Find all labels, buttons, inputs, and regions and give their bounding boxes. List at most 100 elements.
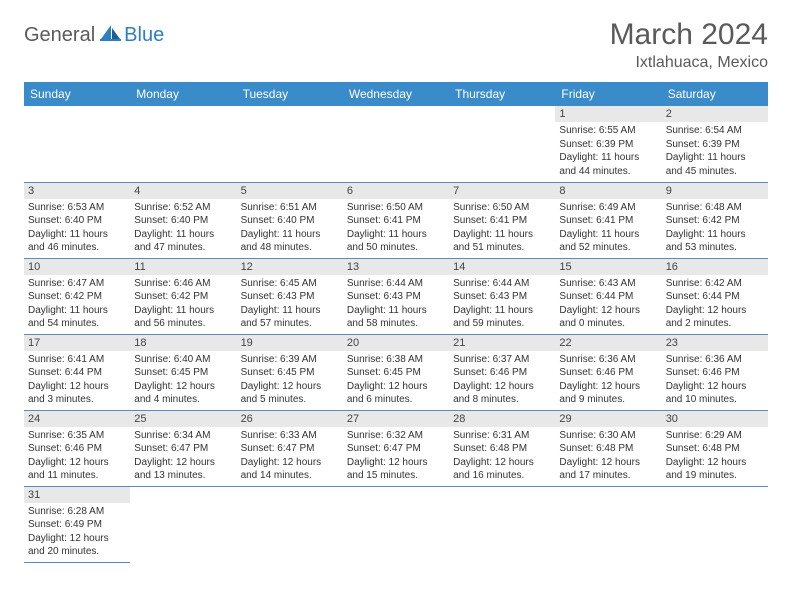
daylight-text: Daylight: 11 hours and 47 minutes. (134, 228, 232, 255)
day-details: Sunrise: 6:51 AMSunset: 6:40 PMDaylight:… (237, 199, 343, 257)
day-number: 16 (662, 259, 768, 275)
weekday-header-row: SundayMondayTuesdayWednesdayThursdayFrid… (24, 82, 768, 106)
sunset-text: Sunset: 6:42 PM (28, 290, 126, 304)
sunset-text: Sunset: 6:49 PM (28, 518, 126, 532)
weekday-header: Tuesday (237, 82, 343, 106)
logo-sail-icon (100, 24, 122, 47)
calendar-day-cell: 6Sunrise: 6:50 AMSunset: 6:41 PMDaylight… (343, 182, 449, 258)
calendar-day-cell (449, 106, 555, 182)
day-details: Sunrise: 6:44 AMSunset: 6:43 PMDaylight:… (343, 275, 449, 333)
day-details: Sunrise: 6:29 AMSunset: 6:48 PMDaylight:… (662, 427, 768, 485)
day-details: Sunrise: 6:44 AMSunset: 6:43 PMDaylight:… (449, 275, 555, 333)
day-number: 13 (343, 259, 449, 275)
calendar-day-cell (237, 486, 343, 562)
daylight-text: Daylight: 12 hours and 20 minutes. (28, 532, 126, 559)
daylight-text: Daylight: 11 hours and 51 minutes. (453, 228, 551, 255)
day-number: 3 (24, 183, 130, 199)
day-details: Sunrise: 6:32 AMSunset: 6:47 PMDaylight:… (343, 427, 449, 485)
daylight-text: Daylight: 12 hours and 3 minutes. (28, 380, 126, 407)
logo: General Blue (24, 24, 164, 47)
sunrise-text: Sunrise: 6:54 AM (666, 124, 764, 138)
daylight-text: Daylight: 12 hours and 9 minutes. (559, 380, 657, 407)
sunrise-text: Sunrise: 6:37 AM (453, 353, 551, 367)
sunrise-text: Sunrise: 6:45 AM (241, 277, 339, 291)
day-number: 10 (24, 259, 130, 275)
daylight-text: Daylight: 12 hours and 5 minutes. (241, 380, 339, 407)
location-label: Ixtlahuaca, Mexico (610, 54, 768, 72)
daylight-text: Daylight: 11 hours and 58 minutes. (347, 304, 445, 331)
calendar-day-cell (555, 486, 661, 562)
sunrise-text: Sunrise: 6:30 AM (559, 429, 657, 443)
sunset-text: Sunset: 6:46 PM (453, 366, 551, 380)
day-number: 12 (237, 259, 343, 275)
day-details: Sunrise: 6:43 AMSunset: 6:44 PMDaylight:… (555, 275, 661, 333)
calendar-day-cell: 10Sunrise: 6:47 AMSunset: 6:42 PMDayligh… (24, 258, 130, 334)
daylight-text: Daylight: 12 hours and 14 minutes. (241, 456, 339, 483)
sunrise-text: Sunrise: 6:32 AM (347, 429, 445, 443)
calendar-body: 1Sunrise: 6:55 AMSunset: 6:39 PMDaylight… (24, 106, 768, 562)
day-number: 17 (24, 335, 130, 351)
calendar-table: SundayMondayTuesdayWednesdayThursdayFrid… (24, 82, 768, 563)
calendar-day-cell: 8Sunrise: 6:49 AMSunset: 6:41 PMDaylight… (555, 182, 661, 258)
calendar-day-cell: 13Sunrise: 6:44 AMSunset: 6:43 PMDayligh… (343, 258, 449, 334)
day-number: 29 (555, 411, 661, 427)
day-details: Sunrise: 6:39 AMSunset: 6:45 PMDaylight:… (237, 351, 343, 409)
calendar-day-cell (449, 486, 555, 562)
sunrise-text: Sunrise: 6:34 AM (134, 429, 232, 443)
day-details: Sunrise: 6:47 AMSunset: 6:42 PMDaylight:… (24, 275, 130, 333)
day-details: Sunrise: 6:36 AMSunset: 6:46 PMDaylight:… (662, 351, 768, 409)
day-details: Sunrise: 6:30 AMSunset: 6:48 PMDaylight:… (555, 427, 661, 485)
sunset-text: Sunset: 6:40 PM (241, 214, 339, 228)
sunset-text: Sunset: 6:43 PM (453, 290, 551, 304)
calendar-day-cell: 21Sunrise: 6:37 AMSunset: 6:46 PMDayligh… (449, 334, 555, 410)
calendar-day-cell: 24Sunrise: 6:35 AMSunset: 6:46 PMDayligh… (24, 410, 130, 486)
sunrise-text: Sunrise: 6:40 AM (134, 353, 232, 367)
calendar-day-cell (343, 106, 449, 182)
day-number: 26 (237, 411, 343, 427)
day-number: 9 (662, 183, 768, 199)
sunset-text: Sunset: 6:44 PM (666, 290, 764, 304)
calendar-day-cell: 12Sunrise: 6:45 AMSunset: 6:43 PMDayligh… (237, 258, 343, 334)
day-number: 18 (130, 335, 236, 351)
weekday-header: Thursday (449, 82, 555, 106)
sunset-text: Sunset: 6:41 PM (453, 214, 551, 228)
calendar-day-cell: 26Sunrise: 6:33 AMSunset: 6:47 PMDayligh… (237, 410, 343, 486)
daylight-text: Daylight: 11 hours and 52 minutes. (559, 228, 657, 255)
page-title: March 2024 (610, 18, 768, 52)
daylight-text: Daylight: 12 hours and 13 minutes. (134, 456, 232, 483)
weekday-header: Wednesday (343, 82, 449, 106)
day-details: Sunrise: 6:33 AMSunset: 6:47 PMDaylight:… (237, 427, 343, 485)
sunset-text: Sunset: 6:44 PM (28, 366, 126, 380)
calendar-day-cell: 30Sunrise: 6:29 AMSunset: 6:48 PMDayligh… (662, 410, 768, 486)
calendar-day-cell: 27Sunrise: 6:32 AMSunset: 6:47 PMDayligh… (343, 410, 449, 486)
calendar-day-cell: 31 Sunrise: 6:28 AMSunset: 6:49 PMDayligh… (24, 486, 130, 562)
day-number: 25 (130, 411, 236, 427)
daylight-text: Daylight: 12 hours and 10 minutes. (666, 380, 764, 407)
calendar-day-cell: 14Sunrise: 6:44 AMSunset: 6:43 PMDayligh… (449, 258, 555, 334)
day-details: Sunrise: 6:42 AMSunset: 6:44 PMDaylight:… (662, 275, 768, 333)
calendar-day-cell: 18Sunrise: 6:40 AMSunset: 6:45 PMDayligh… (130, 334, 236, 410)
daylight-text: Daylight: 12 hours and 8 minutes. (453, 380, 551, 407)
header: General Blue March 2024 Ixtlahuaca, Mexi… (24, 18, 768, 72)
day-number: 30 (662, 411, 768, 427)
calendar-day-cell: 29Sunrise: 6:30 AMSunset: 6:48 PMDayligh… (555, 410, 661, 486)
calendar-day-cell (237, 106, 343, 182)
sunrise-text: Sunrise: 6:51 AM (241, 201, 339, 215)
calendar-day-cell: 11Sunrise: 6:46 AMSunset: 6:42 PMDayligh… (130, 258, 236, 334)
day-number: 15 (555, 259, 661, 275)
sunrise-text: Sunrise: 6:50 AM (453, 201, 551, 215)
day-number: 24 (24, 411, 130, 427)
sunset-text: Sunset: 6:46 PM (28, 442, 126, 456)
sunrise-text: Sunrise: 6:28 AM (28, 505, 126, 519)
day-details: Sunrise: 6:53 AMSunset: 6:40 PMDaylight:… (24, 199, 130, 257)
calendar-day-cell (130, 106, 236, 182)
sunrise-text: Sunrise: 6:43 AM (559, 277, 657, 291)
sunrise-text: Sunrise: 6:55 AM (559, 124, 657, 138)
calendar-day-cell: 16Sunrise: 6:42 AMSunset: 6:44 PMDayligh… (662, 258, 768, 334)
logo-text-general: General (24, 24, 95, 47)
day-number: 22 (555, 335, 661, 351)
day-number: 31 (24, 487, 130, 503)
day-number: 7 (449, 183, 555, 199)
calendar-day-cell: 3Sunrise: 6:53 AMSunset: 6:40 PMDaylight… (24, 182, 130, 258)
day-number: 28 (449, 411, 555, 427)
